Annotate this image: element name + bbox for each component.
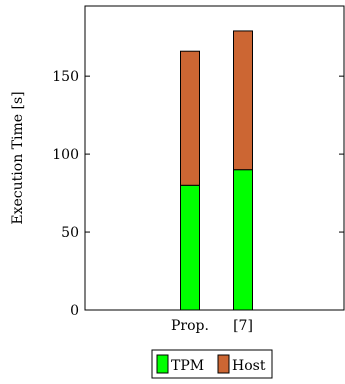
bar-tpm-0 (180, 184, 200, 311)
x-tick-label: [7] (233, 318, 253, 334)
y-tick-label: 150 (52, 69, 79, 85)
legend-box (151, 349, 273, 379)
x-tick-labels: Prop. [7] (171, 318, 253, 334)
bar-host-1 (233, 30, 253, 171)
legend-swatch-tpm (156, 354, 169, 374)
legend: TPM Host (151, 349, 273, 379)
y-tick-label: 100 (52, 147, 79, 163)
y-axis-label: Execution Time [s] (10, 91, 26, 224)
plot-frame (84, 5, 345, 311)
y-tick-label: 50 (61, 225, 79, 241)
y-ticks: 0 50 100 150 (52, 69, 344, 319)
bar-tpm-1 (233, 169, 253, 311)
bars (180, 30, 253, 311)
legend-label-host: Host (232, 358, 266, 374)
legend-swatch-host (217, 354, 230, 374)
legend-label-tpm: TPM (171, 358, 204, 374)
y-tick-label: 0 (70, 303, 79, 319)
x-tick-label: Prop. (171, 318, 209, 334)
bar-host-0 (180, 50, 200, 186)
